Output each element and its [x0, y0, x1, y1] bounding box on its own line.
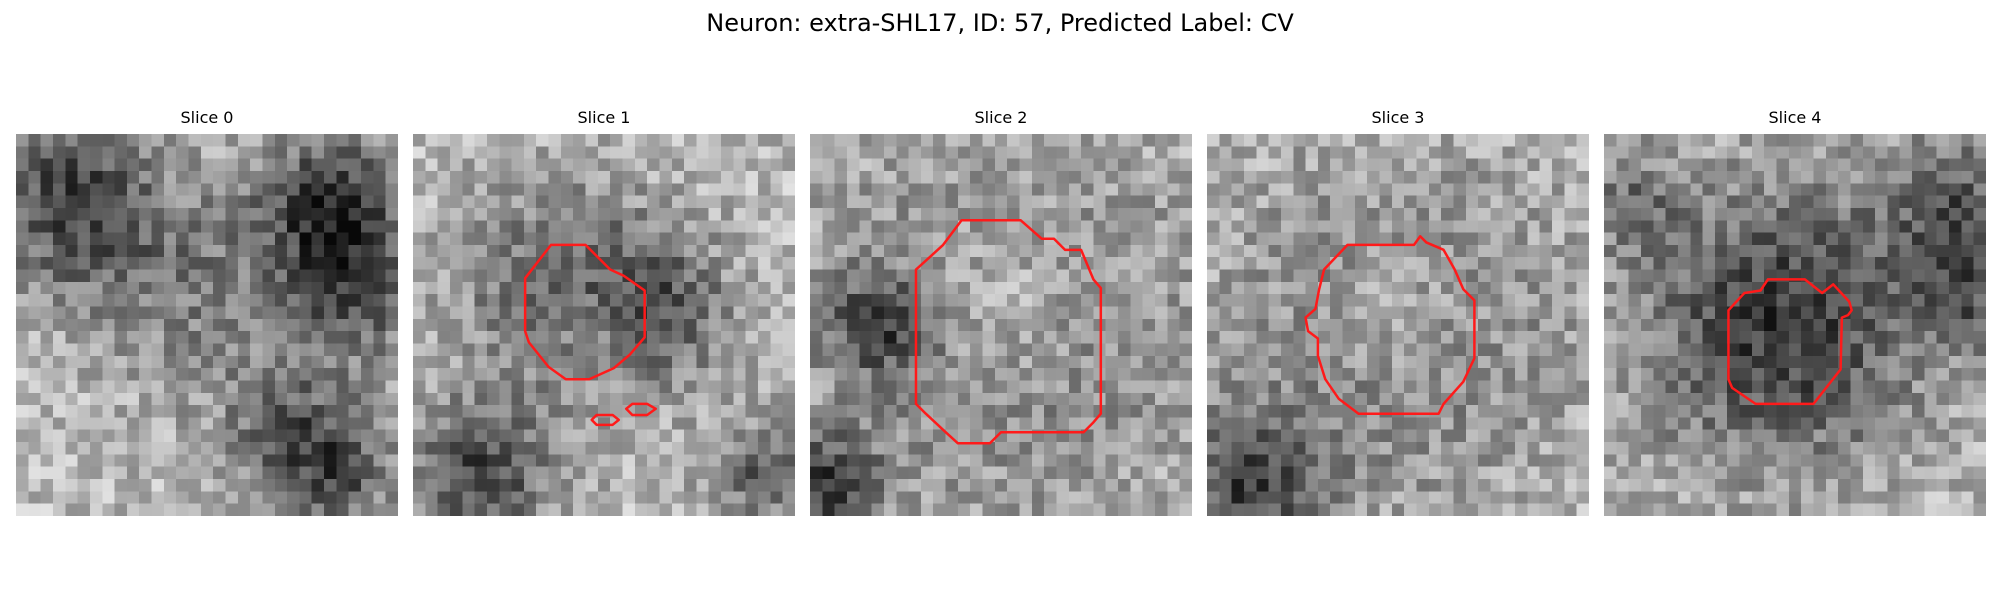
slice-1-contour-2 [626, 404, 656, 415]
slice-3-panel: Slice 3 [1207, 108, 1589, 516]
slice-1-image [413, 134, 795, 516]
slice-1-title: Slice 1 [577, 108, 631, 127]
slice-1-contours [413, 134, 795, 516]
slice-1-contour-0 [525, 245, 645, 379]
slice-3-contour-0 [1306, 236, 1475, 413]
slice-1-panel: Slice 1 [413, 108, 795, 516]
slice-4-contours [1604, 134, 1986, 516]
slice-2-contours [810, 134, 1192, 516]
slice-4-contour-0 [1728, 279, 1851, 403]
slice-4-title: Slice 4 [1768, 108, 1822, 127]
slice-3-contours [1207, 134, 1589, 516]
slice-3-image [1207, 134, 1589, 516]
slice-2-image [810, 134, 1192, 516]
slice-0-panel: Slice 0 [16, 108, 398, 516]
slice-0-title: Slice 0 [180, 108, 234, 127]
slice-4-image [1604, 134, 1986, 516]
slice-2-panel: Slice 2 [810, 108, 1192, 516]
slice-0-image [16, 134, 398, 516]
figure-title: Neuron: extra-SHL17, ID: 57, Predicted L… [706, 9, 1294, 37]
slice-4-panel: Slice 4 [1604, 108, 1986, 516]
slice-1-contour-1 [592, 415, 619, 425]
slice-0-contours [16, 134, 398, 516]
slice-2-title: Slice 2 [974, 108, 1028, 127]
slice-2-contour-0 [916, 220, 1101, 443]
slice-3-title: Slice 3 [1371, 108, 1425, 127]
